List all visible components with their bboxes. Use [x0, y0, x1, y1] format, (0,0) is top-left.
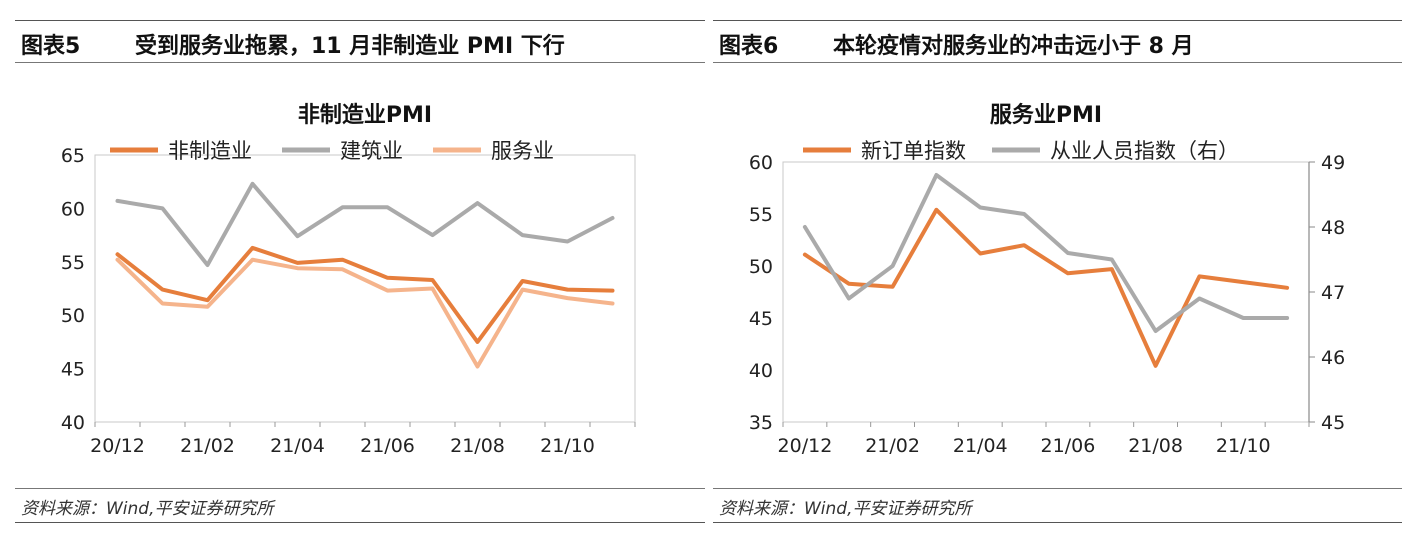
- y-tick-label: 55: [61, 252, 85, 274]
- y-tick-label: 50: [749, 256, 773, 278]
- y2-tick-label: 46: [1321, 347, 1345, 369]
- y2-tick-label: 49: [1321, 152, 1345, 174]
- legend-label: 新订单指数: [861, 139, 966, 163]
- y2-tick-label: 47: [1321, 282, 1345, 304]
- title-rule: [713, 62, 1402, 63]
- source-note: 资料来源：Wind,平安证券研究所: [719, 499, 972, 519]
- figure-label: 图表6: [719, 34, 779, 59]
- x-tick-label: 20/12: [778, 435, 833, 457]
- y-tick-label: 45: [749, 308, 773, 330]
- x-tick-label: 21/10: [540, 435, 595, 457]
- y2-tick-label: 48: [1321, 217, 1345, 239]
- x-tick-label: 21/02: [865, 435, 920, 457]
- series-line: [802, 173, 1290, 333]
- x-tick-label: 21/06: [1041, 435, 1096, 457]
- y-tick-label: 45: [61, 359, 85, 381]
- source-rule: [15, 488, 705, 489]
- y-tick-label: 40: [749, 360, 773, 382]
- legend-label: 建筑业: [340, 139, 403, 163]
- source-note: 资料来源：Wind,平安证券研究所: [21, 499, 274, 519]
- top-rule: [713, 20, 1402, 21]
- series-line: [115, 181, 615, 267]
- figure-title: 本轮疫情对服务业的冲击远小于 8 月: [833, 34, 1194, 59]
- y-tick-label: 60: [61, 198, 85, 220]
- x-tick-label: 21/08: [1128, 435, 1183, 457]
- figure-panel-5: 图表5 受到服务业拖累，11 月非制造业 PMI 下行 非制造业PMI 40 45 5…: [15, 0, 705, 540]
- title-rule: [15, 62, 705, 63]
- x-tick-label: 21/02: [180, 435, 235, 457]
- x-tick-label: 21/04: [953, 435, 1008, 457]
- series-line: [115, 257, 615, 369]
- series-line: [802, 207, 1290, 368]
- x-tick-label: 21/04: [270, 435, 325, 457]
- legend-label: 从业人员指数（右）: [1050, 139, 1239, 163]
- y-tick-label: 40: [61, 412, 85, 434]
- x-tick-label: 21/08: [450, 435, 505, 457]
- x-tick-label: 20/12: [90, 435, 145, 457]
- legend-label: 非制造业: [168, 139, 252, 163]
- y2-tick-label: 45: [1321, 412, 1345, 434]
- figure-title: 受到服务业拖累，11 月非制造业 PMI 下行: [135, 34, 565, 59]
- top-rule: [15, 20, 705, 21]
- services-pmi-chart: 服务业PMI 35 40 45 50 55 60 45 46 47 48 49 20/12 21/02 21…: [749, 103, 1345, 457]
- y-tick-label: 35: [749, 412, 773, 434]
- x-tick-label: 21/06: [360, 435, 415, 457]
- x-tick-label: 21/10: [1216, 435, 1271, 457]
- bottom-rule: [15, 522, 705, 523]
- y-tick-label: 55: [749, 204, 773, 226]
- source-rule: [713, 488, 1402, 489]
- series-line: [115, 245, 615, 344]
- chart-title: 非制造业PMI: [298, 103, 432, 128]
- figure-label: 图表5: [21, 34, 81, 59]
- y-tick-label: 65: [61, 145, 85, 167]
- y-tick-label: 50: [61, 305, 85, 327]
- figure-panel-6: 图表6 本轮疫情对服务业的冲击远小于 8 月 服务业PMI 35 40 45 50 55 6…: [713, 0, 1402, 540]
- bottom-rule: [713, 522, 1402, 523]
- non-manufacturing-pmi-chart: 非制造业PMI 40 45 50 55 60 65 20/12 21/02 21/04 21/06 2…: [61, 103, 636, 457]
- legend-label: 服务业: [491, 139, 554, 163]
- y-tick-label: 60: [749, 152, 773, 174]
- plot-area: [782, 161, 1310, 423]
- chart-title: 服务业PMI: [990, 103, 1102, 128]
